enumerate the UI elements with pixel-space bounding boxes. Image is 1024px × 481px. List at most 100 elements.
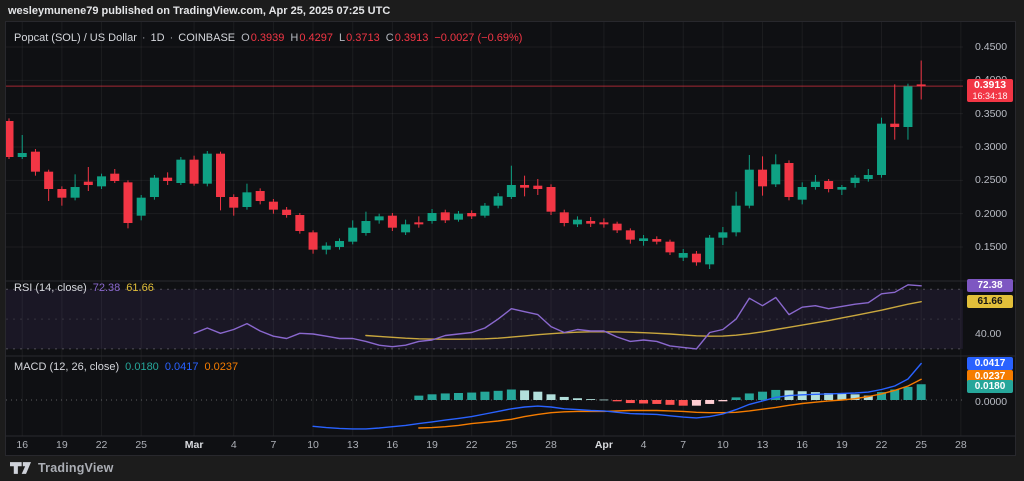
candle	[652, 236, 662, 245]
macd-histogram-bar	[797, 391, 807, 400]
candle	[295, 213, 305, 234]
macd-histogram-bar	[506, 389, 516, 400]
macd-histogram-bar	[480, 391, 490, 400]
macd-signal-badge: 0.0237	[967, 370, 1013, 383]
candle	[572, 216, 582, 228]
macd-histogram-bar	[414, 395, 424, 400]
candle	[916, 60, 926, 100]
candle	[639, 235, 649, 246]
candle	[110, 169, 120, 184]
time-tick-label: 10	[307, 439, 319, 451]
time-tick-label: 16	[386, 439, 399, 451]
macd-signal-value: 0.0237	[204, 361, 239, 373]
candle	[176, 157, 186, 186]
candle	[216, 151, 226, 211]
macd-histogram-bar	[837, 393, 847, 400]
macd-histogram-bar	[533, 391, 543, 400]
macd-histogram-bar	[612, 400, 622, 402]
candle	[850, 175, 860, 188]
macd-line-badge: 0.0417	[967, 357, 1013, 370]
candle	[810, 175, 820, 190]
time-tick-label: 22	[465, 439, 478, 451]
macd-hist-value: 0.0180	[125, 361, 159, 373]
macd-legend[interactable]: MACD (12, 26, close) 0.0180 0.0417 0.023…	[14, 361, 238, 373]
symbol-legend[interactable]: Popcat (SOL) / US Dollar · 1D · COINBASE…	[14, 32, 522, 44]
grid-lines	[6, 22, 963, 436]
chart-widget[interactable]: Popcat (SOL) / US Dollar · 1D · COINBASE…	[6, 22, 1015, 455]
price-tick-label: 0.2500	[975, 174, 1008, 187]
tradingview-logo-icon[interactable]	[10, 462, 31, 474]
macd-histogram-bar	[599, 399, 609, 401]
macd-histogram-bar	[453, 393, 463, 400]
footer-bar: TradingView	[0, 455, 1024, 481]
time-tick-label: Mar	[184, 439, 204, 451]
macd-histogram-bar	[559, 396, 569, 400]
macd-histogram-bar	[586, 399, 596, 400]
candle	[493, 193, 503, 209]
rsi-legend[interactable]: RSI (14, close) 72.38 61.66	[14, 282, 154, 294]
time-tick-label: 4	[640, 439, 647, 451]
rsi-value-badge: 72.38	[967, 279, 1013, 292]
time-tick-label: 28	[954, 439, 967, 451]
candle	[784, 160, 794, 201]
time-tick-label: 10	[717, 439, 729, 451]
candle	[903, 83, 913, 140]
macd-histogram-bar	[824, 393, 834, 400]
macd-histogram-bar	[705, 400, 715, 404]
candle	[189, 155, 199, 186]
candles-series	[6, 60, 926, 270]
time-tick-label: 22	[95, 439, 108, 451]
last-price-badge: 0.3913 16:34:18	[967, 79, 1013, 102]
candle	[321, 242, 331, 255]
candle	[440, 209, 450, 224]
macd-histogram-bar	[810, 392, 820, 400]
macd-histogram-bar	[877, 392, 887, 400]
time-axis[interactable]: 16 19 22 25 Mar 4 7 10 13 16 19 22 25 28 Apr 4 7 10 13 16 19…	[6, 436, 1015, 455]
candle	[744, 155, 754, 209]
time-tick-label: 7	[680, 439, 687, 451]
price-tick-label: 0.1500	[975, 241, 1008, 253]
macd-histogram-bar	[625, 400, 635, 404]
macd-histogram-bar	[572, 398, 582, 400]
macd-histogram-bar	[427, 394, 437, 400]
time-tick-label: 25	[505, 439, 518, 451]
time-tick-label: 25	[135, 439, 148, 451]
macd-histogram-bar	[520, 390, 530, 400]
candle	[335, 238, 344, 250]
candle	[163, 172, 173, 186]
candle	[268, 199, 278, 214]
countdown-timer: 16:34:18	[972, 91, 1008, 101]
candle	[387, 213, 397, 232]
candle	[242, 183, 252, 210]
change-value: −0.0027 (−0.69%)	[434, 32, 523, 44]
macd-hist-badge: 0.0180	[967, 380, 1013, 393]
macd-histogram-bar	[493, 390, 503, 400]
attribution-text: wesleymunene79 published on TradingView.…	[8, 5, 391, 17]
chart-canvas[interactable]	[6, 22, 1015, 455]
time-tick-label: 7	[270, 439, 277, 451]
macd-histogram-bar	[850, 394, 860, 400]
time-tick-label: 13	[756, 439, 769, 451]
tradingview-brand[interactable]: TradingView	[38, 461, 114, 475]
close-value: C 0.3913	[385, 32, 429, 44]
macd-histogram-bar	[678, 400, 688, 406]
time-tick-label: 25	[915, 439, 928, 451]
macd-signal-line	[418, 378, 922, 429]
candle	[520, 175, 530, 197]
candle	[691, 251, 701, 266]
macd-histogram-bar	[771, 389, 781, 400]
rsi-value: 72.38	[92, 282, 121, 294]
macd-zero-label: 0.0000	[975, 396, 1008, 408]
candle	[546, 184, 556, 216]
rsi-legend-title: RSI (14, close)	[14, 282, 87, 294]
open-value: O 0.3939	[241, 32, 285, 44]
candle	[797, 182, 807, 205]
time-tick-label: 16	[16, 439, 29, 451]
candle	[202, 151, 212, 187]
candle	[599, 218, 609, 228]
rsi-level-label: 40.00	[975, 328, 1002, 340]
candle	[453, 211, 463, 222]
candle	[758, 156, 768, 196]
candle	[401, 219, 411, 236]
